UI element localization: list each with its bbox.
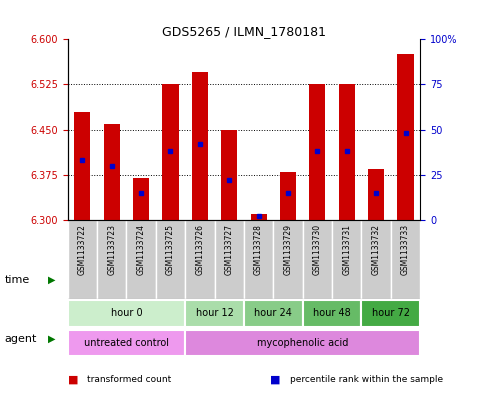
Bar xyxy=(74,112,90,220)
Bar xyxy=(368,169,384,220)
Bar xyxy=(244,300,303,327)
Text: GSM1133733: GSM1133733 xyxy=(401,224,410,275)
Text: percentile rank within the sample: percentile rank within the sample xyxy=(290,375,443,384)
Text: GSM1133731: GSM1133731 xyxy=(342,224,351,275)
Bar xyxy=(332,220,361,299)
Bar xyxy=(68,330,185,356)
Bar xyxy=(133,178,149,220)
Bar xyxy=(303,300,361,327)
Bar xyxy=(185,330,420,356)
Bar xyxy=(273,220,303,299)
Text: GSM1133725: GSM1133725 xyxy=(166,224,175,275)
Text: hour 12: hour 12 xyxy=(196,309,233,318)
Text: hour 0: hour 0 xyxy=(111,309,142,318)
Text: GSM1133726: GSM1133726 xyxy=(195,224,204,275)
Title: GDS5265 / ILMN_1780181: GDS5265 / ILMN_1780181 xyxy=(162,25,326,38)
Text: hour 24: hour 24 xyxy=(255,309,292,318)
Bar xyxy=(221,130,237,220)
Bar xyxy=(214,220,244,299)
Text: ▶: ▶ xyxy=(48,334,56,344)
Bar xyxy=(361,220,391,299)
Bar xyxy=(162,84,179,220)
Text: transformed count: transformed count xyxy=(87,375,171,384)
Text: hour 48: hour 48 xyxy=(313,309,351,318)
Bar xyxy=(339,84,355,220)
Bar xyxy=(244,220,273,299)
Bar xyxy=(185,220,214,299)
Bar xyxy=(361,300,420,327)
Bar xyxy=(303,220,332,299)
Bar xyxy=(97,220,127,299)
Text: mycophenolic acid: mycophenolic acid xyxy=(257,338,348,348)
Text: GSM1133728: GSM1133728 xyxy=(254,224,263,275)
Text: GSM1133729: GSM1133729 xyxy=(284,224,293,275)
Text: ■: ■ xyxy=(68,374,78,384)
Text: agent: agent xyxy=(5,334,37,344)
Bar xyxy=(280,172,296,220)
Bar xyxy=(104,124,120,220)
Bar xyxy=(68,220,97,299)
Bar xyxy=(68,300,185,327)
Text: hour 72: hour 72 xyxy=(372,309,410,318)
Bar xyxy=(185,300,244,327)
Bar xyxy=(309,84,326,220)
Text: GSM1133723: GSM1133723 xyxy=(107,224,116,275)
Bar xyxy=(156,220,185,299)
Bar xyxy=(251,214,267,220)
Text: untreated control: untreated control xyxy=(84,338,169,348)
Text: GSM1133732: GSM1133732 xyxy=(371,224,381,275)
Text: GSM1133730: GSM1133730 xyxy=(313,224,322,275)
Text: GSM1133722: GSM1133722 xyxy=(78,224,87,275)
Text: GSM1133724: GSM1133724 xyxy=(137,224,145,275)
Bar xyxy=(398,54,413,220)
Bar xyxy=(192,72,208,220)
Bar xyxy=(127,220,156,299)
Text: GSM1133727: GSM1133727 xyxy=(225,224,234,275)
Bar xyxy=(391,220,420,299)
Text: ▶: ▶ xyxy=(48,275,56,285)
Text: time: time xyxy=(5,275,30,285)
Text: ■: ■ xyxy=(270,374,281,384)
